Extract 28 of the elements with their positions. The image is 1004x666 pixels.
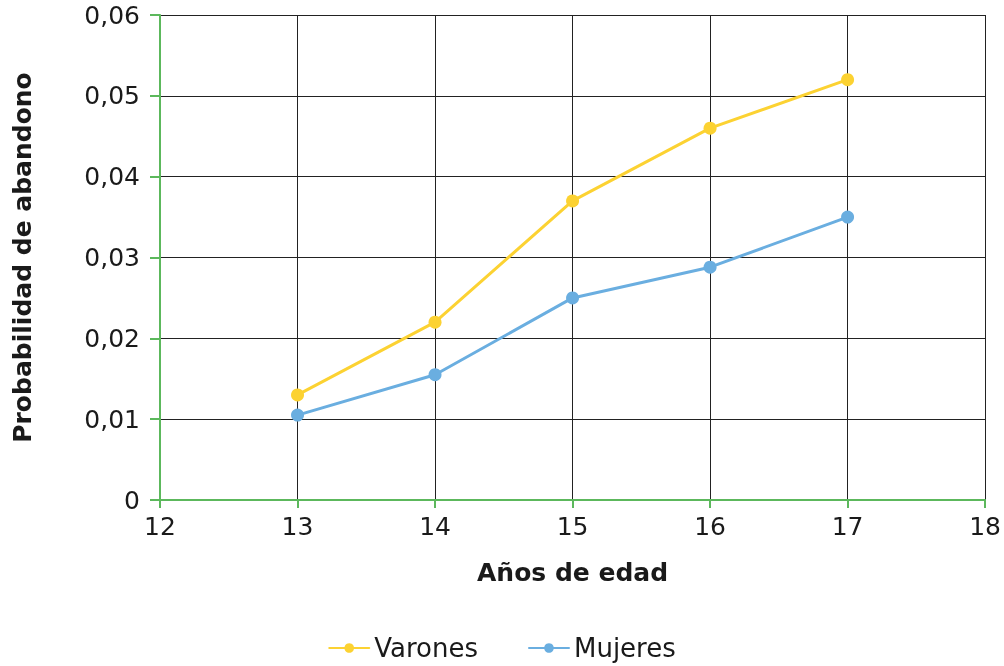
x-tick-label: 14 xyxy=(419,512,451,541)
x-axis-title: Años de edad xyxy=(477,558,669,587)
point xyxy=(703,260,717,274)
y-tick-label: 0,04 xyxy=(84,162,140,192)
point xyxy=(428,315,442,329)
y-tick-label: 0 xyxy=(124,485,140,515)
y-tick-label: 0,02 xyxy=(84,323,140,353)
x-tick-label: 17 xyxy=(831,512,864,541)
point xyxy=(428,368,442,382)
point xyxy=(291,408,305,422)
legend-label: Mujeres xyxy=(573,633,676,663)
x-tick-label: 16 xyxy=(694,512,726,541)
x-tick-label: 12 xyxy=(144,512,176,541)
y-tick-label: 0,03 xyxy=(84,243,140,272)
point xyxy=(566,291,580,305)
point xyxy=(291,388,305,402)
y-axis-title: Probabilidad de abandono xyxy=(8,72,37,443)
y-tick-label: 0,05 xyxy=(84,81,140,111)
x-tick-label: 15 xyxy=(556,512,589,541)
point xyxy=(566,194,580,208)
x-tick-label: 13 xyxy=(281,512,314,541)
legend-label: Varones xyxy=(374,633,478,663)
y-tick-label: 0,06 xyxy=(84,0,140,30)
x-tick-label: 18 xyxy=(969,512,1001,541)
point xyxy=(841,73,855,87)
y-tick-label: 0,01 xyxy=(84,404,140,434)
point xyxy=(703,121,717,135)
point xyxy=(841,210,855,224)
